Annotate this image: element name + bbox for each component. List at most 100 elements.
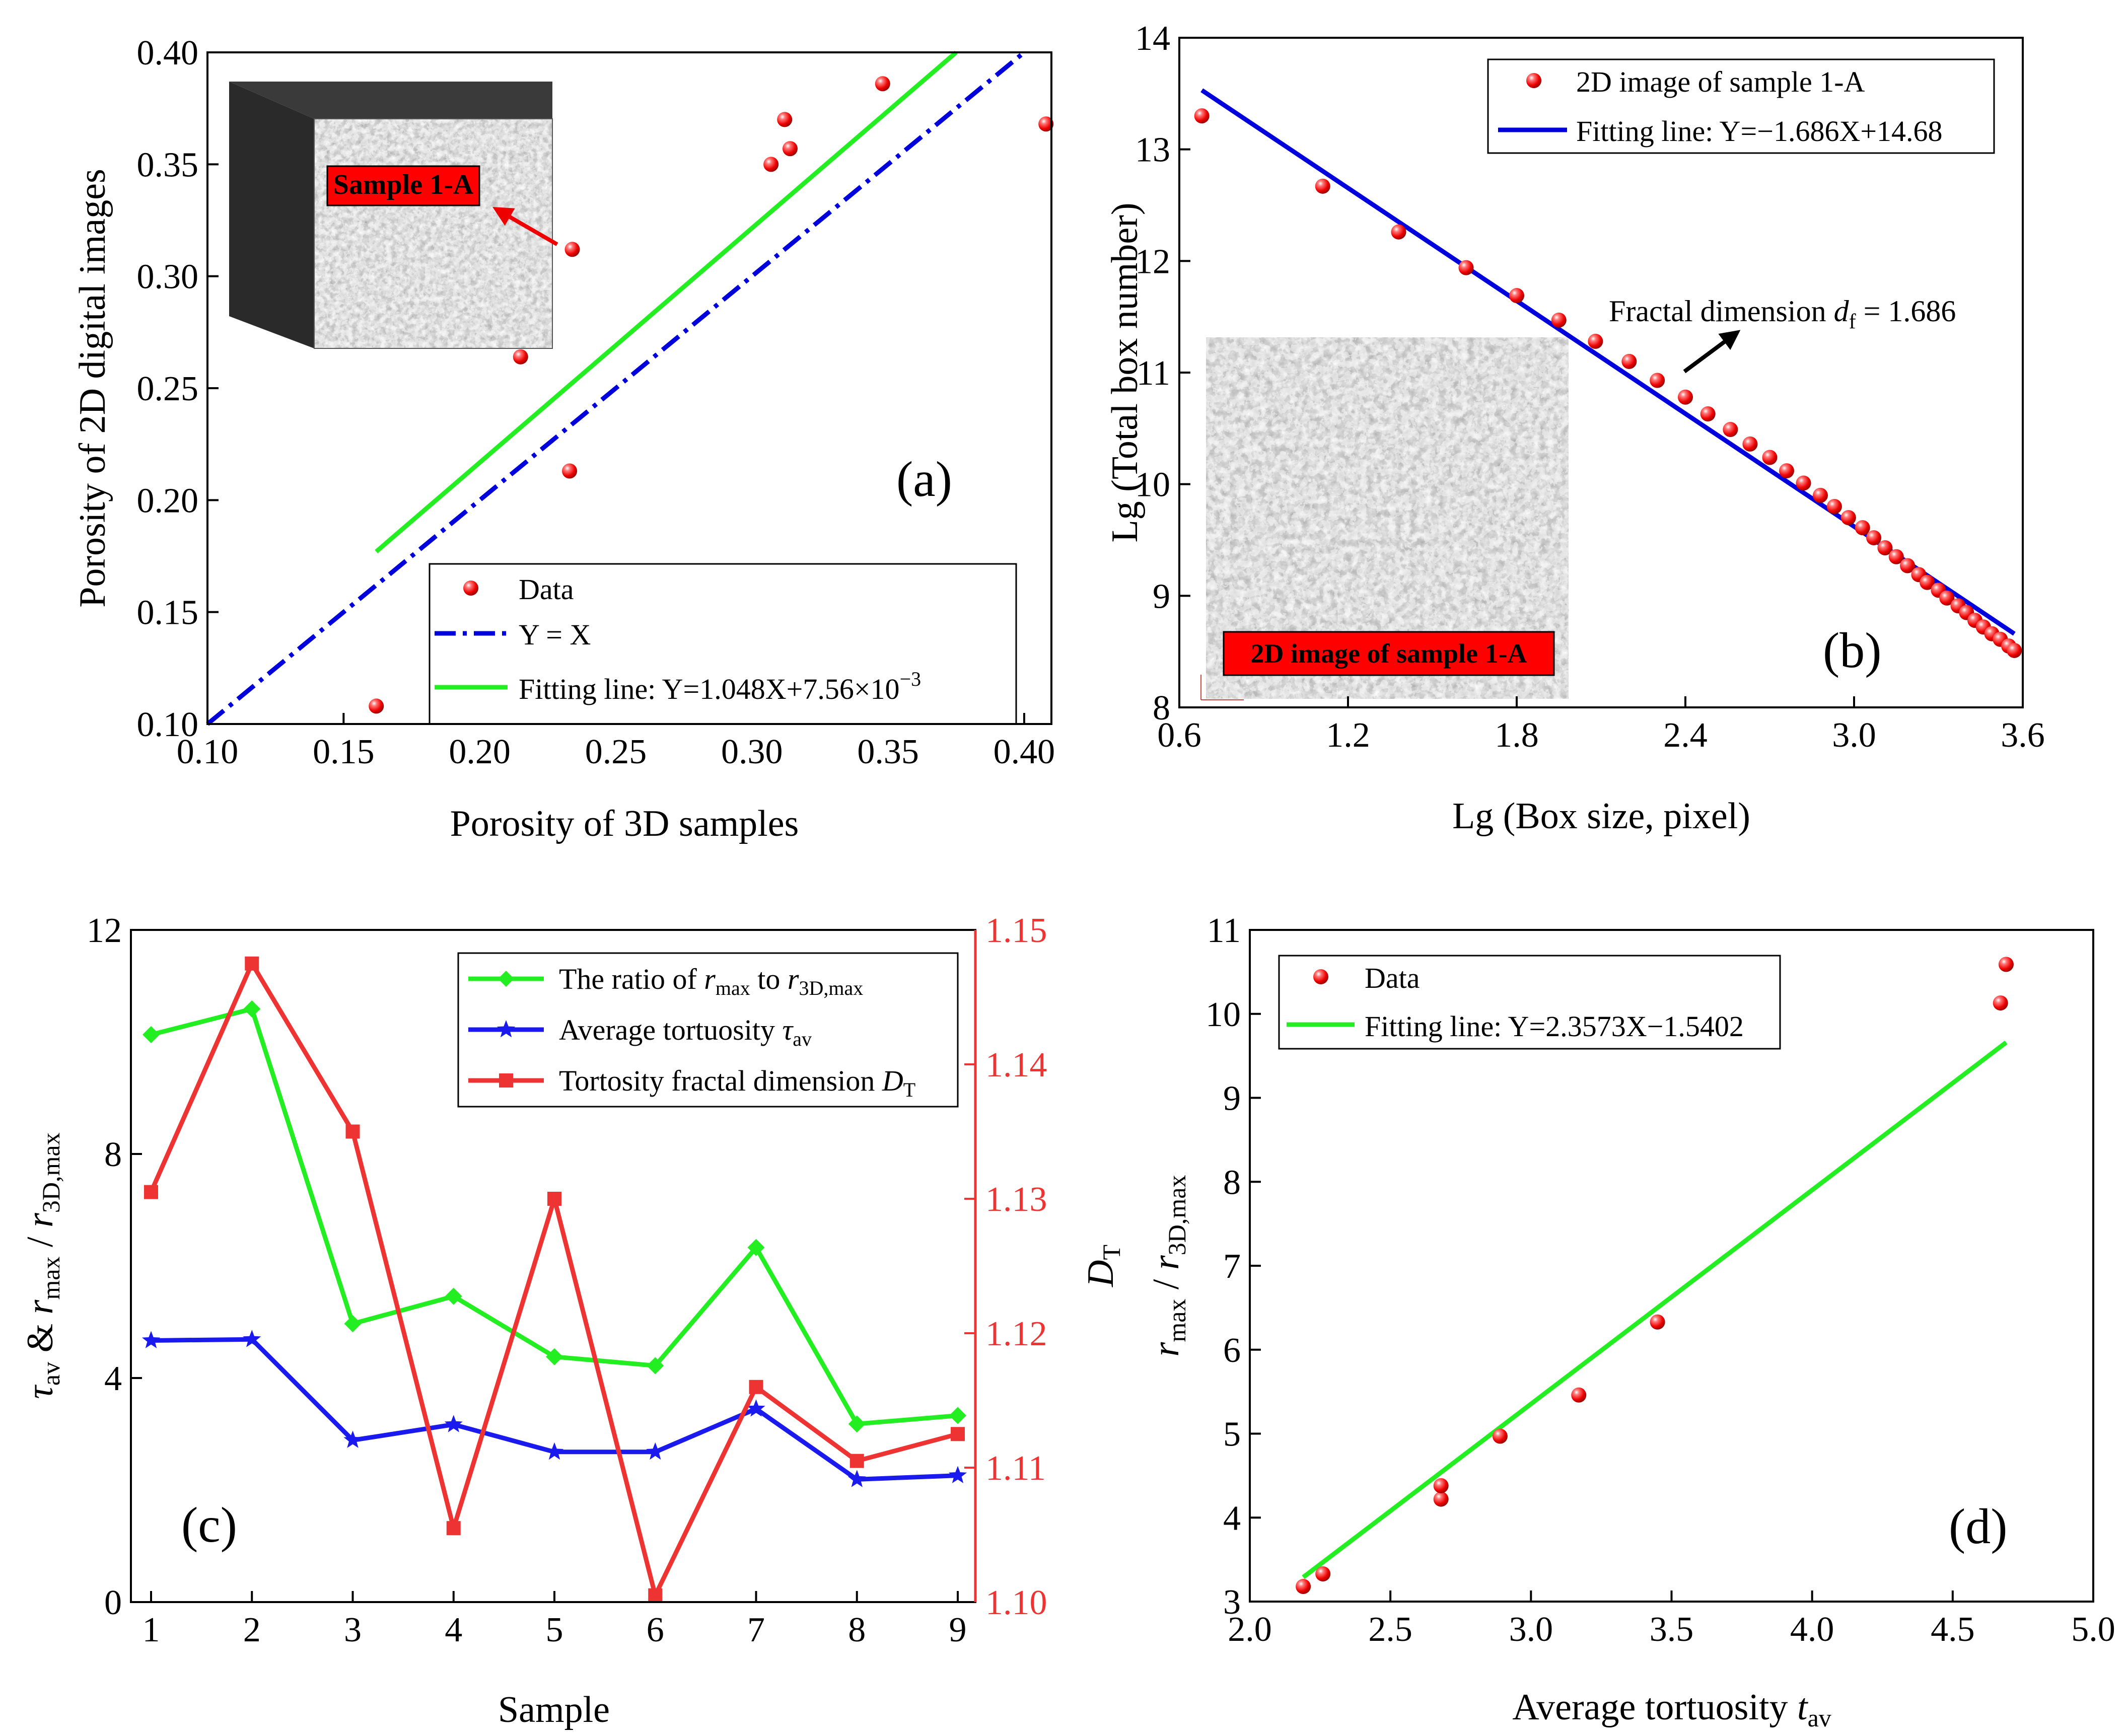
fractal-marker <box>144 1185 158 1199</box>
axes-frame-b <box>1178 37 2024 708</box>
data-point-b <box>1840 510 1856 526</box>
b-ytick-label: 11 <box>1137 354 1170 393</box>
xlabel-a: Porosity of 3D samples <box>450 803 799 844</box>
panel-b: 2D image of sample 1-A 0.6 1.2 1.8 2.4 3.0 3.… <box>1104 19 2045 837</box>
d-ytick-label: 9 <box>1223 1079 1241 1118</box>
identity-line <box>206 50 1026 726</box>
panel-a: Sample 1-A 0.10 0.15 0.20 0.25 0.30 0.35 0.40 0… <box>72 34 1055 844</box>
b-ytick-label: 10 <box>1135 466 1170 504</box>
a-ytick-label: 0.25 <box>137 370 199 408</box>
data-point-b <box>1742 436 1758 452</box>
ratio-marker <box>949 1407 966 1424</box>
fractal-marker <box>849 1454 864 1468</box>
b-ytick-label: 14 <box>1135 19 1170 58</box>
fractal-marker <box>345 1124 360 1139</box>
d-ytick-label: 4 <box>1223 1499 1241 1538</box>
data-point-a <box>1038 116 1054 132</box>
c-ytick-label: 12 <box>87 911 122 950</box>
data-point-d <box>1571 1387 1587 1403</box>
fit-line-a <box>375 50 958 554</box>
inset-2d-label-box <box>1223 631 1555 676</box>
data-point-d <box>1296 1578 1311 1594</box>
axes-frame-d <box>1249 929 2094 1603</box>
c-ytick-label: 8 <box>104 1135 122 1174</box>
data-point-a <box>782 141 798 157</box>
data-point-a <box>777 112 793 127</box>
c-xtick-label: 4 <box>445 1611 462 1649</box>
d-xtick-label: 3.0 <box>1509 1610 1553 1649</box>
legend-d-data-label: Data <box>1365 962 1420 994</box>
a-ytick-label: 0.30 <box>137 258 199 297</box>
d-xtick-label: 2.5 <box>1368 1610 1412 1649</box>
axes-frame-a <box>206 51 1052 725</box>
d-ytick-label: 6 <box>1223 1331 1241 1370</box>
data-point-b <box>1877 540 1893 556</box>
sample-label: Sample 1-A <box>333 169 474 200</box>
data-point-b <box>1588 333 1603 349</box>
d-ytick-label: 10 <box>1206 995 1241 1034</box>
b-xtick-label: 1.2 <box>1326 716 1370 755</box>
data-point-b <box>1762 450 1778 465</box>
panel-label-a: (a) <box>896 451 952 507</box>
data-point-b <box>1194 108 1210 124</box>
legend-b-data-label: 2D image of sample 1-A <box>1576 65 1865 98</box>
c-ytick-right-label: 1.12 <box>985 1315 1047 1353</box>
data-point-d <box>1993 995 2008 1011</box>
c-ytick-label: 4 <box>104 1359 122 1398</box>
ylabel-b: Lg (Total box number) <box>1104 202 1146 542</box>
d-xtick-label: 4.5 <box>1931 1610 1975 1649</box>
ratio-marker <box>747 1239 765 1256</box>
data-point-b <box>1391 224 1406 240</box>
b-xtick-label: 3.0 <box>1832 716 1876 755</box>
data-point-b <box>1621 353 1637 369</box>
legend-c: The ratio of rmax to r3D,max Average tor… <box>457 952 959 1108</box>
tortuosity-marker <box>747 1399 765 1417</box>
data-point-d <box>1433 1478 1449 1493</box>
ylabel-left-c: τav & rmax / r3D,max <box>20 1132 65 1399</box>
legend-c-tortuosity-marker <box>497 1020 516 1038</box>
legend-a: Data Y = X Fitting line: Y=1.048X+7.56×1… <box>429 563 1017 725</box>
data-point-b <box>1866 530 1882 546</box>
legend-b-data-marker <box>1526 73 1541 88</box>
fractal-marker <box>749 1380 763 1394</box>
data-point-d <box>1492 1428 1508 1444</box>
legend-c-ratio-marker <box>498 971 514 987</box>
data-point-b <box>1900 558 1916 573</box>
legend-c-tortuosity-label: Average tortuosity τav <box>559 1014 812 1050</box>
tortuosity-marker <box>243 1330 261 1347</box>
data-point-b <box>1458 260 1474 275</box>
c-xtick-label: 6 <box>647 1611 664 1649</box>
a-ytick-label: 0.20 <box>137 481 199 520</box>
b-xtick-label: 0.6 <box>1157 716 1201 755</box>
d-ytick-label: 11 <box>1207 911 1241 950</box>
b-ytick-label: 8 <box>1153 689 1170 728</box>
legend-a-identity-label: Y = X <box>519 618 591 651</box>
data-point-a <box>369 698 384 714</box>
fractal-marker <box>951 1427 965 1441</box>
legend-a-data-label: Data <box>519 573 574 606</box>
data-point-b <box>1678 389 1693 405</box>
b-ytick-label: 9 <box>1153 577 1170 616</box>
c-xtick-label: 2 <box>243 1611 261 1649</box>
c-ytick-right-label: 1.13 <box>985 1180 1047 1219</box>
a-xtick-label: 0.10 <box>177 733 239 771</box>
d-xtick-label: 2.0 <box>1228 1610 1272 1649</box>
b-xtick-label: 3.6 <box>2001 716 2045 755</box>
a-ytick-label: 0.15 <box>137 594 199 632</box>
data-point-b <box>1509 288 1524 304</box>
c-xtick-label: 8 <box>848 1611 866 1649</box>
tortuosity-marker <box>343 1430 362 1448</box>
data-point-b <box>1315 178 1330 194</box>
c-ytick-right-label: 1.10 <box>985 1583 1047 1622</box>
d-ytick-label: 7 <box>1223 1247 1241 1286</box>
a-ytick-label: 0.35 <box>137 146 199 184</box>
annotation-text: Fractal dimension df = 1.686 <box>1609 295 1956 333</box>
c-xtick-label: 5 <box>546 1611 563 1649</box>
ratio-marker <box>243 1000 261 1018</box>
a-xtick-label: 0.40 <box>994 733 1055 771</box>
c-xtick-label: 1 <box>143 1611 160 1649</box>
a-ytick-label: 0.10 <box>137 705 199 744</box>
legend-b-fit-label: Fitting line: Y=−1.686X+14.68 <box>1576 115 1943 148</box>
data-point-b <box>1826 499 1842 514</box>
data-point-b <box>1920 574 1935 590</box>
